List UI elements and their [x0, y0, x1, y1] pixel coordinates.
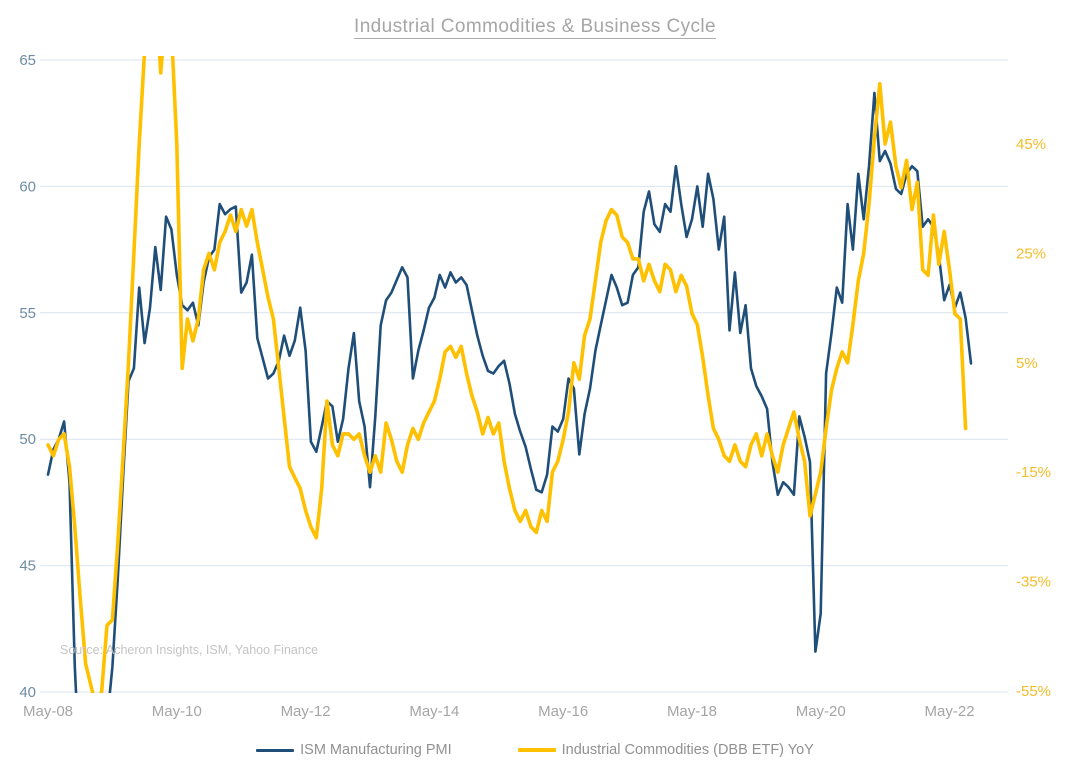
chart-title: Industrial Commodities & Business Cycle: [354, 16, 716, 37]
x-axis-tick-label: May-10: [152, 703, 202, 720]
x-axis-tick-label: May-16: [538, 703, 588, 720]
x-axis-tick-label: May-18: [667, 703, 717, 720]
right-axis-tick-label: 45%: [1016, 136, 1046, 153]
x-axis-tick-label: May-12: [281, 703, 331, 720]
x-axis-tick-label: May-08: [23, 703, 73, 720]
right-axis-tick-label: -35%: [1016, 574, 1051, 591]
legend-label-pmi: ISM Manufacturing PMI: [300, 742, 452, 758]
dbb-line: [46, 56, 968, 693]
right-axis-tick-label: 25%: [1016, 245, 1046, 262]
legend-label-dbb: Industrial Commodities (DBB ETF) YoY: [561, 742, 814, 758]
x-axis-tick-label: May-14: [409, 703, 459, 720]
dbb-line-swatch: [517, 748, 556, 752]
left-axis-tick-label: 60: [19, 178, 36, 195]
left-axis-tick-label: 65: [19, 52, 36, 69]
gridlines-group: [40, 59, 1008, 693]
pmi-line: [46, 91, 973, 693]
chart-legend: ISM Manufacturing PMI Industrial Commodi…: [0, 742, 1070, 758]
left-axis-tick-label: 40: [19, 684, 36, 701]
legend-item-pmi: ISM Manufacturing PMI: [256, 742, 452, 758]
x-axis-group: May-08 May-10 May-12 May-14 May-16 May-18 May-…: [23, 703, 975, 720]
x-axis-tick-label: May-20: [796, 703, 846, 720]
right-axis-tick-label: -15%: [1016, 464, 1051, 481]
left-axis-tick-label: 55: [19, 305, 36, 322]
series-group: [46, 56, 973, 693]
left-axis-tick-label: 50: [19, 431, 36, 448]
right-axis-group: 45% 25% 5% -15% -35% -55%: [1016, 136, 1051, 700]
x-axis-tick-label: May-22: [925, 703, 975, 720]
legend-item-dbb: Industrial Commodities (DBB ETF) YoY: [517, 742, 814, 758]
source-note: Source: Acheron Insights, ISM, Yahoo Fin…: [60, 643, 319, 657]
right-axis-tick-label: -55%: [1016, 683, 1051, 700]
right-axis-tick-label: 5%: [1016, 355, 1038, 372]
left-axis-tick-label: 45: [19, 558, 36, 575]
pmi-line-swatch: [256, 748, 295, 752]
left-axis-group: 65 60 55 50 45 40: [19, 52, 36, 701]
